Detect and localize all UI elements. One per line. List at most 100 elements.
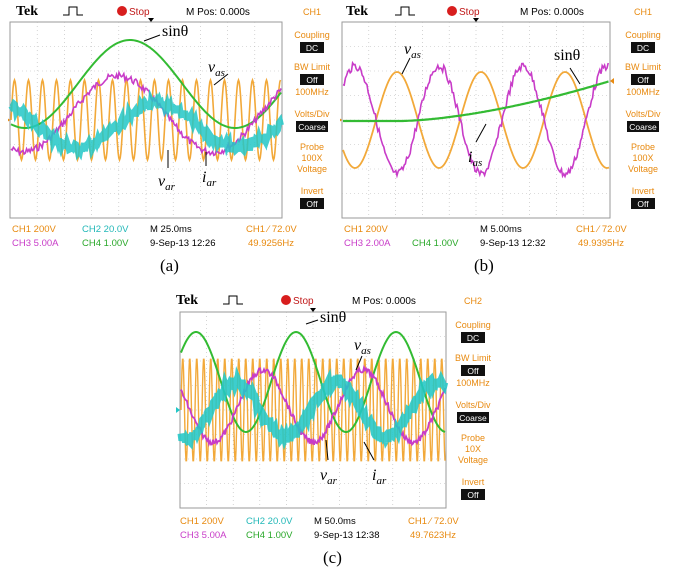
volts-div-button[interactable] — [296, 121, 328, 132]
svg-text:vas: vas — [354, 337, 371, 357]
coupling-button[interactable] — [300, 42, 324, 53]
waveform-display — [8, 18, 284, 219]
annotation-i-ar: iar — [202, 152, 217, 189]
scope-panel-c: Tek Stop M Pos: 0.000s CH2 sinθ vas var — [168, 290, 498, 544]
coupling-button[interactable] — [631, 42, 655, 53]
status-bar: CH1 200V CH2 20.0V CH3 5.00A CH4 1.00V M… — [12, 224, 297, 249]
trigger-readout: CH1 ∕ 72.0V — [246, 224, 297, 235]
bw-limit-value: Off — [306, 75, 318, 85]
trigger-position-marker-icon — [310, 308, 316, 312]
stop-indicator-icon — [447, 6, 457, 16]
annotation-i-ar: iar — [363, 441, 387, 487]
frequency-readout: 49.9256Hz — [248, 238, 294, 249]
bw-limit-button[interactable] — [631, 74, 655, 85]
svg-text:var: var — [158, 173, 176, 193]
trigger-position-marker-icon — [148, 18, 154, 22]
bw-limit-label: BW Limit — [625, 62, 661, 72]
ch4-readout: CH4 1.00V — [82, 238, 129, 249]
horizontal-position: M Pos: 0.000s — [352, 296, 416, 307]
volts-div-value: Coarse — [459, 413, 487, 423]
volts-div-label: Volts/Div — [455, 400, 491, 410]
volts-div-value: Coarse — [298, 122, 326, 132]
waveform-ch3-line — [10, 70, 282, 157]
timebase-readout: M 25.0ms — [150, 224, 192, 235]
svg-text:sinθ: sinθ — [320, 309, 346, 326]
side-menu: Coupling DC BW Limit Off 100MHz Volts/Di… — [625, 30, 661, 209]
probe-label: Probe — [461, 433, 485, 443]
coupling-value: DC — [637, 43, 649, 53]
svg-text:sinθ: sinθ — [554, 47, 580, 64]
volts-div-button[interactable] — [627, 121, 659, 132]
svg-text:vas: vas — [208, 59, 225, 79]
bw-limit-button[interactable] — [300, 74, 324, 85]
annotation-sin-theta: sinθ — [143, 23, 188, 42]
probe-attenuation[interactable]: 100X — [632, 153, 653, 163]
bw-frequency-label: 100MHz — [456, 378, 490, 388]
annotation-sin-theta: sinθ — [305, 309, 346, 326]
waveform-ch3-line — [342, 60, 609, 179]
probe-attenuation[interactable]: 100X — [301, 153, 322, 163]
coupling-button[interactable] — [461, 332, 485, 343]
status-bar: CH1 200V CH3 2.00A CH4 1.00V M 5.00ms 9-… — [344, 224, 627, 249]
probe-type: Voltage — [458, 455, 488, 465]
svg-text:iar: iar — [372, 467, 387, 487]
invert-label: Invert — [301, 186, 324, 196]
invert-value: Off — [306, 199, 318, 209]
side-menu: Coupling DC BW Limit Off 100MHz Volts/Di… — [294, 30, 330, 209]
scope-panel-b: Tek Stop M Pos: 0.000s CH1 vas sinθ ias — [340, 2, 670, 252]
coupling-label: Coupling — [625, 30, 661, 40]
invert-button[interactable] — [461, 489, 485, 500]
bw-limit-value: Off — [467, 366, 479, 376]
invert-label: Invert — [632, 186, 655, 196]
waveform-ch1-line — [10, 77, 282, 163]
waveform-ch1-line — [342, 71, 610, 169]
timebase-readout: M 5.00ms — [480, 224, 522, 235]
coupling-value: DC — [467, 333, 479, 343]
active-channel-label: CH2 — [464, 296, 482, 306]
frequency-readout: 49.7623Hz — [410, 530, 456, 541]
ch2-readout: CH2 20.0V — [82, 224, 129, 235]
ch4-readout: CH4 1.00V — [412, 238, 459, 249]
invert-button[interactable] — [631, 198, 655, 209]
bw-frequency-label: 100MHz — [295, 87, 329, 97]
caption-c: (c) — [323, 548, 342, 567]
date-readout: 9-Sep-13 12:38 — [314, 530, 380, 541]
probe-label: Probe — [631, 142, 655, 152]
channel-ground-marker-icon — [8, 118, 10, 122]
trigger-readout: CH1 ∕ 72.0V — [576, 224, 627, 235]
caption-b: (b) — [474, 256, 494, 275]
channel-ground-marker-icon — [340, 118, 342, 122]
svg-text:var: var — [320, 467, 338, 487]
waveform-ch1-line — [180, 358, 446, 462]
trigger-pulse-icon — [223, 295, 243, 305]
waveform-ch2-line — [177, 365, 449, 450]
probe-attenuation[interactable]: 10X — [465, 444, 481, 454]
date-readout: 9-Sep-13 12:32 — [480, 238, 546, 249]
bw-limit-label: BW Limit — [294, 62, 330, 72]
waveform-ch4-line — [10, 39, 282, 129]
probe-type: Voltage — [628, 164, 658, 174]
run-state-label: Stop — [129, 7, 150, 18]
coupling-label: Coupling — [455, 320, 491, 330]
ch1-readout: CH1 200V — [180, 516, 225, 527]
invert-button[interactable] — [300, 198, 324, 209]
coupling-value: DC — [306, 43, 318, 53]
active-channel-label: CH1 — [634, 7, 652, 17]
date-readout: 9-Sep-13 12:26 — [150, 238, 216, 249]
bw-limit-value: Off — [637, 75, 649, 85]
trigger-position-marker-icon — [473, 18, 479, 22]
ch1-readout: CH1 200V — [344, 224, 389, 235]
stop-indicator-icon — [117, 6, 127, 16]
ch3-readout: CH3 5.00A — [12, 238, 59, 249]
bw-frequency-label: 100MHz — [626, 87, 660, 97]
run-state-label: Stop — [293, 296, 314, 307]
trigger-pulse-icon — [63, 6, 83, 16]
bw-limit-button[interactable] — [461, 365, 485, 376]
scope-panel-a: Tek Stop M Pos: 0.000s CH1 sinθ vas var — [8, 2, 338, 252]
annotation-v-as: vas — [401, 41, 421, 75]
volts-div-button[interactable] — [457, 412, 489, 423]
volts-div-label: Volts/Div — [294, 109, 330, 119]
probe-label: Probe — [300, 142, 324, 152]
volts-div-value: Coarse — [629, 122, 657, 132]
svg-text:iar: iar — [202, 169, 217, 189]
